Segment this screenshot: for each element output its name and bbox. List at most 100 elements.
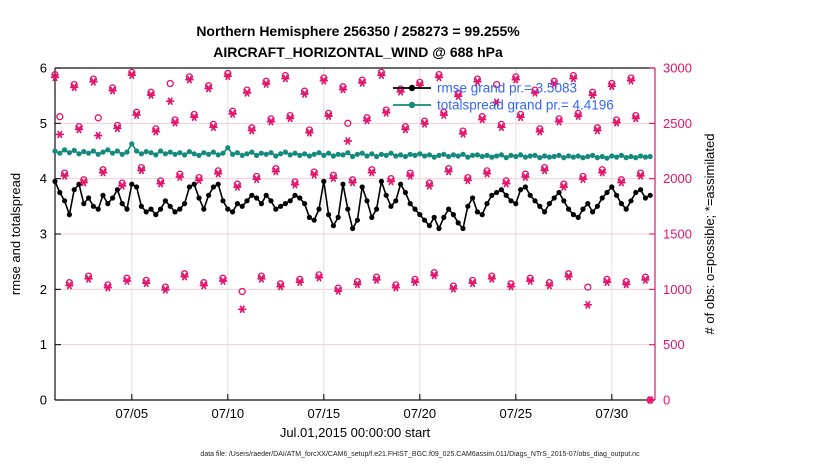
possible-circle-marker <box>492 80 501 89</box>
totalspread-marker <box>614 154 620 160</box>
rmse-marker <box>474 209 480 215</box>
rmse-marker <box>230 209 236 215</box>
totalspread-marker <box>167 149 173 155</box>
totalspread-marker <box>393 153 399 159</box>
chart-title: Northern Hemisphere 256350 / 258273 = 99… <box>196 23 520 39</box>
totalspread-marker <box>172 151 178 157</box>
assimilated-asterisk-marker <box>511 75 521 84</box>
assimilated-asterisk-marker <box>631 114 641 123</box>
assimilated-asterisk-marker <box>372 276 381 284</box>
totalspread-marker <box>556 152 562 158</box>
totalspread-marker <box>138 151 144 157</box>
rmse-marker <box>638 187 644 193</box>
assimilated-asterisk-marker <box>602 278 612 286</box>
data-file-note: data file: /Users/raeder/DAI/ATM_forcXX/… <box>200 451 640 458</box>
assimilated-asterisk-marker <box>309 170 319 179</box>
assimilated-asterisk-marker <box>271 167 281 176</box>
assimilated-asterisk-marker <box>525 277 535 285</box>
totalspread-marker <box>388 150 394 156</box>
rmse-marker <box>330 223 336 229</box>
totalspread-marker <box>628 153 634 160</box>
totalspread-marker <box>422 153 428 159</box>
gridlines-layer <box>55 68 655 400</box>
rmse-marker <box>374 206 380 212</box>
assimilated-asterisk-marker <box>554 117 564 126</box>
rmse-marker <box>210 184 216 190</box>
x-tick-label: 07/25 <box>500 406 533 421</box>
totalspread-marker <box>436 152 442 158</box>
rmse-marker <box>220 198 226 204</box>
assimilated-asterisk-marker <box>401 125 410 134</box>
assimilated-asterisk-marker <box>348 178 357 187</box>
totalspread-marker <box>297 152 303 158</box>
assimilated-asterisk-marker <box>127 71 137 79</box>
totalspread-marker <box>441 151 447 157</box>
totalspread-marker <box>134 148 140 154</box>
assimilated-asterisk-marker <box>218 277 228 285</box>
assimilated-asterisk-marker <box>324 112 333 120</box>
y-tick-label-left: 5 <box>40 116 47 131</box>
totalspread-marker <box>609 153 615 159</box>
assimilated-asterisk-marker <box>612 118 621 127</box>
assimilated-asterisk-marker <box>636 172 645 180</box>
rmse-marker <box>153 212 159 218</box>
totalspread-marker <box>561 155 567 161</box>
y-tick-label-left: 1 <box>40 337 47 352</box>
assimilated-asterisk-marker <box>333 287 343 295</box>
totalspread-marker <box>100 149 106 155</box>
rmse-marker <box>81 201 87 207</box>
rmse-marker <box>282 201 288 207</box>
totalspread-marker <box>455 153 461 159</box>
rmse-marker <box>114 187 120 193</box>
totalspread-marker <box>86 150 92 156</box>
rmse-marker <box>105 201 111 207</box>
rmse-marker <box>350 225 356 232</box>
totalspread-marker <box>143 149 149 155</box>
rmse-marker <box>359 184 365 190</box>
totalspread-marker <box>215 152 221 158</box>
rmse-marker <box>436 225 442 232</box>
rmse-marker <box>196 195 202 201</box>
rmse-marker <box>234 201 240 207</box>
assimilated-asterisk-marker <box>290 180 300 189</box>
assimilated-asterisk-marker <box>185 75 194 84</box>
totalspread-marker <box>76 151 82 157</box>
totalspread-marker <box>124 149 130 155</box>
totalspread-marker <box>273 153 279 159</box>
assimilated-asterisk-marker <box>261 80 271 88</box>
assimilated-asterisk-marker <box>377 71 386 79</box>
assimilated-asterisk-marker <box>597 168 607 177</box>
rmse-marker <box>503 192 509 198</box>
rmse-marker <box>297 195 303 201</box>
y-tick-label-left: 6 <box>40 61 47 76</box>
rmse-marker <box>642 195 649 201</box>
totalspread-marker <box>201 150 207 156</box>
assimilated-asterisk-marker <box>199 281 209 290</box>
y-tick-label-right: 1500 <box>663 227 692 242</box>
series-layer <box>50 68 655 404</box>
assimilated-asterisk-marker <box>252 175 261 184</box>
rmse-marker <box>561 198 567 204</box>
assimilated-asterisk-marker <box>84 275 93 283</box>
possible-markers <box>51 68 654 404</box>
assimilated-asterisk-marker <box>343 137 353 145</box>
rmse-marker <box>134 184 140 190</box>
totalspread-marker <box>647 153 653 160</box>
assimilated-asterisk-marker <box>209 123 218 132</box>
rmse-marker <box>186 184 192 190</box>
totalspread-marker <box>604 155 610 161</box>
assimilated-asterisk-marker <box>257 275 266 283</box>
assimilated-asterisk-marker <box>151 127 161 136</box>
totalspread-marker <box>623 155 629 161</box>
totalspread-marker <box>537 155 543 161</box>
rmse-marker <box>71 187 77 193</box>
rmse-marker <box>580 206 586 212</box>
totalspread-marker <box>484 152 490 158</box>
totalspread-marker <box>234 150 240 156</box>
rmse-marker <box>604 189 610 196</box>
rmse-marker <box>86 195 92 201</box>
rmse-marker <box>215 181 221 187</box>
rmse-marker <box>508 198 514 204</box>
rmse-marker <box>527 192 533 198</box>
